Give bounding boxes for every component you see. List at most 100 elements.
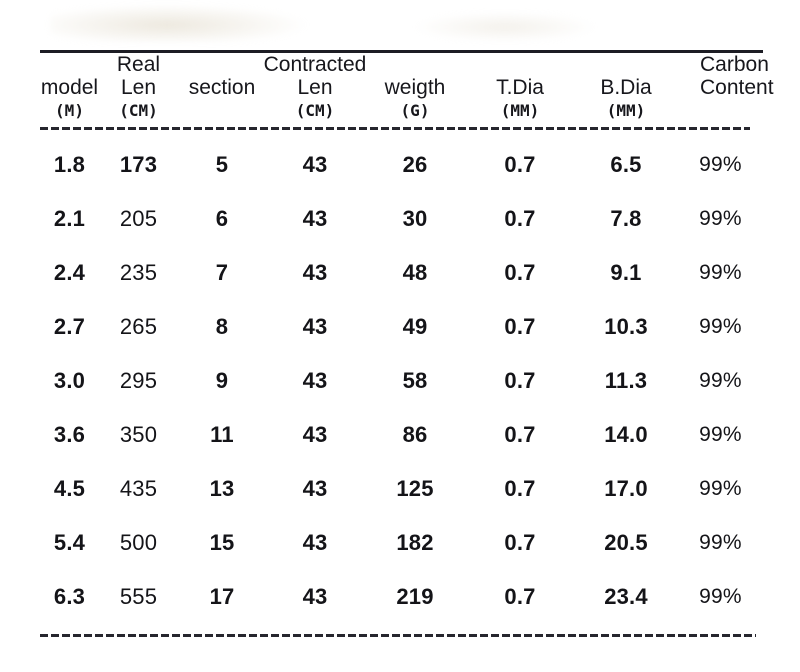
table-cell: 43 (302, 476, 328, 501)
table-cell: 14.0 (604, 422, 648, 447)
table-cell: 173 (119, 152, 158, 177)
table-cell: 350 (119, 422, 158, 447)
table-cell: 99% (699, 315, 742, 338)
table-cell: 0.7 (504, 206, 536, 231)
header-unit: (CM) (119, 101, 158, 120)
header-cell: section (178, 53, 266, 129)
table-cell: 99% (699, 423, 742, 446)
table-cell: 9.1 (610, 260, 642, 285)
header-cell: model (M) (40, 53, 99, 129)
table-cell: 0.7 (504, 584, 536, 609)
table-cell: 23.4 (604, 584, 648, 609)
table-cell: 17.0 (604, 476, 648, 501)
table-row: 2.7 265 8 43 49 0.7 10.3 99% (40, 300, 763, 354)
table-cell: 2.7 (53, 314, 86, 339)
table-cell: 5 (215, 152, 229, 177)
table-cell: 0.7 (504, 368, 536, 393)
header-cell: T.Dia (MM) (466, 53, 574, 129)
header-cell: Contracted Len (CM) (263, 53, 367, 129)
table-cell: 10.3 (604, 314, 648, 339)
table-cell: 0.7 (504, 422, 536, 447)
header-unit: (G) (400, 101, 430, 120)
header-label: section (188, 76, 256, 99)
table-cell: 1.8 (53, 152, 86, 177)
table-top-rule (40, 50, 763, 53)
header-label: Carbon Content (700, 53, 774, 99)
table-cell: 295 (119, 368, 158, 393)
table-header-row: model (M) Real Len (CM) section Contracted Le… (40, 53, 774, 129)
table-cell: 99% (699, 369, 742, 392)
table-cell: 15 (209, 530, 235, 555)
table-cell: 86 (402, 422, 428, 447)
table-cell: 99% (699, 261, 742, 284)
table-row: 4.5 435 13 43 125 0.7 17.0 99% (40, 462, 763, 516)
table-cell: 0.7 (504, 530, 536, 555)
table-cell: 235 (119, 260, 158, 285)
table-cell: 11 (210, 422, 234, 447)
header-cell: Carbon Content (678, 53, 774, 129)
table-body: 1.8 173 5 43 26 0.7 6.5 99% 2.1 205 6 43 30 0.7 7.8 99%… (40, 130, 763, 634)
table-row: 2.4 235 7 43 48 0.7 9.1 99% (40, 246, 763, 300)
spec-table: model (M) Real Len (CM) section Contracted Le… (40, 50, 774, 637)
table-cell: 219 (396, 584, 434, 609)
header-unit: (M) (55, 101, 84, 120)
table-cell: 265 (119, 314, 158, 339)
table-cell: 2.1 (53, 206, 86, 231)
table-cell: 99% (699, 585, 742, 608)
table-cell: 6 (215, 206, 229, 231)
table-row: 1.8 173 5 43 26 0.7 6.5 99% (40, 138, 763, 192)
table-cell: 5.4 (53, 530, 86, 555)
header-label: Real Len (116, 53, 161, 99)
table-cell: 30 (402, 206, 428, 231)
table-cell: 99% (699, 153, 742, 176)
header-cell: weigth (G) (364, 53, 466, 129)
header-unit: (MM) (606, 101, 646, 120)
table-cell: 0.7 (504, 476, 536, 501)
header-label: B.Dia (600, 76, 652, 99)
table-cell: 435 (119, 476, 158, 501)
table-cell: 205 (119, 206, 158, 231)
table-row: 2.1 205 6 43 30 0.7 7.8 99% (40, 192, 763, 246)
table-cell: 11.3 (604, 368, 648, 393)
table-cell: 4.5 (53, 476, 86, 501)
header-label: Contracted Len (263, 53, 367, 99)
table-cell: 8 (215, 314, 229, 339)
table-cell: 20.5 (604, 530, 648, 555)
table-cell: 0.7 (504, 152, 536, 177)
background-smudge (415, 12, 595, 42)
table-cell: 555 (119, 584, 158, 609)
table-cell: 43 (302, 206, 328, 231)
table-cell: 3.6 (53, 422, 86, 447)
table-cell: 43 (302, 422, 328, 447)
table-cell: 13 (209, 476, 235, 501)
table-cell: 43 (302, 152, 328, 177)
table-cell: 58 (402, 368, 428, 393)
header-label: model (40, 76, 99, 99)
table-cell: 3.0 (53, 368, 86, 393)
table-row: 6.3 555 17 43 219 0.7 23.4 99% (40, 570, 763, 624)
table-cell: 99% (699, 207, 742, 230)
table-row: 3.6 350 11 43 86 0.7 14.0 99% (40, 408, 763, 462)
table-cell: 43 (302, 314, 328, 339)
header-cell: B.Dia (MM) (574, 53, 678, 129)
table-cell: 43 (302, 368, 328, 393)
table-cell: 0.7 (504, 260, 536, 285)
table-cell: 500 (119, 530, 158, 555)
table-row: 3.0 295 9 43 58 0.7 11.3 99% (40, 354, 763, 408)
table-cell: 48 (402, 260, 428, 285)
table-cell: 182 (396, 530, 434, 555)
table-cell: 7 (215, 260, 229, 285)
table-cell: 26 (402, 152, 428, 177)
table-cell: 43 (302, 530, 328, 555)
table-cell: 7.8 (610, 206, 642, 231)
table-cell: 43 (302, 584, 328, 609)
table-cell: 9 (215, 368, 229, 393)
table-cell: 2.4 (53, 260, 86, 285)
header-unit: (CM) (295, 101, 335, 120)
header-divider-rule (40, 127, 750, 130)
table-row: 5.4 500 15 43 182 0.7 20.5 99% (40, 516, 763, 570)
header-cell: Real Len (CM) (99, 53, 178, 129)
table-cell: 125 (396, 476, 434, 501)
table-cell: 99% (699, 531, 742, 554)
